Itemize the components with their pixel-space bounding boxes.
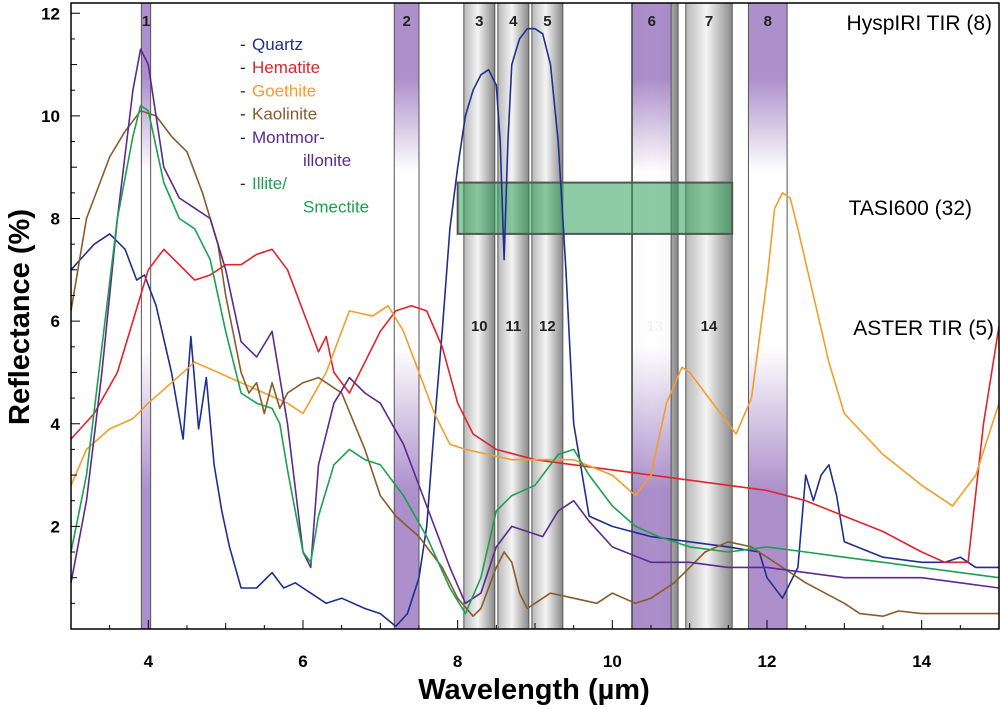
- series-layer: [71, 27, 999, 628]
- series-line-quartz: [71, 27, 999, 628]
- x-tick-label: 14: [912, 652, 931, 671]
- x-tick-label: 12: [758, 652, 777, 671]
- legend-entry: Quartz: [252, 35, 303, 54]
- y-axis-label: Reflectance (%): [4, 209, 36, 425]
- legend-dash: -: [240, 174, 246, 193]
- hyspiri-band-6: [631, 2, 672, 630]
- aster-band-bottom-label: 11: [505, 318, 521, 335]
- legend-entry: Hematite: [252, 58, 320, 77]
- legend-dash: -: [240, 128, 246, 147]
- y-axis-ticks: 2 4 6 8 10 12: [41, 4, 80, 630]
- legend-dash: -: [240, 35, 246, 54]
- legend-entry: Goethite: [252, 81, 316, 100]
- legend-dash: -: [240, 58, 246, 77]
- x-axis-ticks: 4 6 8 10 12 14: [70, 620, 1000, 671]
- y-tick-label: 10: [41, 107, 60, 126]
- legend-entry: Montmor-: [252, 128, 325, 147]
- hyspiri-band-label: 2: [402, 13, 410, 30]
- legend-dash: -: [240, 81, 246, 100]
- legend-entry: Illite/: [252, 174, 287, 193]
- hyspiri-band-8: [747, 2, 788, 630]
- series-line-hematite: [71, 248, 999, 564]
- aster-band-top-label: 5: [543, 13, 551, 30]
- aster-band-top-label: 7: [705, 13, 713, 30]
- tasi-band-layer: [456, 181, 734, 235]
- series-line-montmorillonite: [71, 48, 999, 605]
- aster-band-top-label: 4: [509, 13, 518, 30]
- spectral-bands: 310411512137141268: [140, 2, 788, 630]
- y-tick-label: 8: [51, 210, 60, 229]
- x-tick-label: 10: [603, 652, 622, 671]
- sensor-label-aster: ASTER TIR (5): [853, 317, 994, 340]
- hyspiri-band-label: 6: [648, 13, 656, 30]
- aster-band-3: [463, 2, 496, 630]
- x-tick-label: 8: [453, 652, 462, 671]
- series-line-illite-smectite: [71, 104, 999, 615]
- y-tick-label: 12: [41, 4, 60, 23]
- aster-band-top-label: 3: [475, 13, 483, 30]
- legend-entry: illonite: [303, 151, 351, 170]
- x-tick-label: 6: [298, 652, 307, 671]
- legend: - Quartz- Hematite- Goethite- Kaolinite- Mont…: [240, 35, 369, 216]
- legend-entry: Kaolinite: [252, 105, 317, 124]
- legend-dash: -: [240, 105, 246, 124]
- hyspiri-band-label: 1: [142, 13, 150, 30]
- legend-entry: Smectite: [303, 197, 369, 216]
- hyspiri-band-2: [393, 2, 420, 630]
- x-axis-label: Wavelength (µm): [418, 674, 650, 706]
- aster-band-7: [685, 2, 733, 630]
- hyspiri-band-1: [140, 2, 152, 630]
- aster-band-5: [531, 2, 564, 630]
- aster-band-4: [497, 2, 530, 630]
- aster-band-bottom-label: 10: [471, 318, 488, 335]
- sensor-label-hyspiri: HyspIRI TIR (8): [847, 12, 992, 35]
- y-tick-label: 2: [51, 517, 60, 536]
- sensor-label-tasi: TASI600 (32): [849, 197, 972, 220]
- hyspiri-band-label: 8: [764, 13, 772, 30]
- aster-band-bottom-label: 12: [539, 318, 556, 335]
- y-tick-label: 6: [51, 312, 60, 331]
- y-tick-label: 4: [51, 415, 61, 434]
- x-tick-label: 4: [144, 652, 154, 671]
- tasi600-band: [456, 181, 734, 235]
- aster-band-bottom-label: 14: [701, 318, 718, 335]
